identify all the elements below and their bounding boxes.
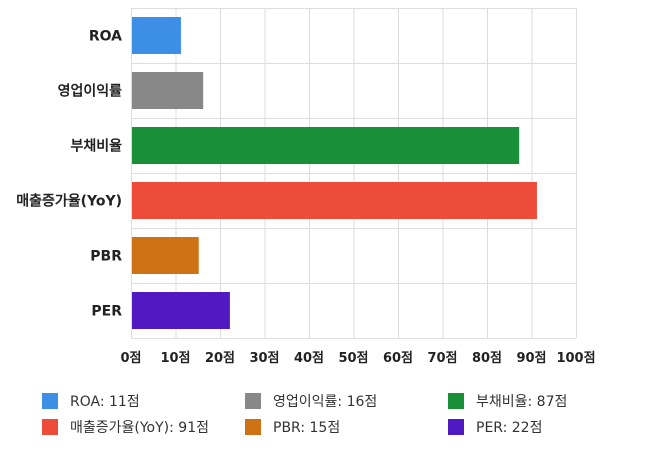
legend-swatch-1 xyxy=(245,393,261,409)
bar-3 xyxy=(132,182,537,219)
legend-label-2: 부채비율: 87점 xyxy=(476,394,567,410)
x-tick-label-4: 40점 xyxy=(294,351,324,366)
legend-item-2: 부채비율: 87점 xyxy=(448,393,567,410)
legend-label-5: PER: 22점 xyxy=(476,420,542,436)
x-tick-label-2: 20점 xyxy=(205,351,235,366)
category-label-3: 매출증가율(YoY) xyxy=(16,193,122,210)
x-tick-label-9: 90점 xyxy=(516,351,546,366)
legend-swatch-4 xyxy=(245,419,261,435)
grid-layer xyxy=(131,8,577,339)
x-tick-label-0: 0점 xyxy=(120,351,141,366)
legend-label-0: ROA: 11점 xyxy=(70,394,140,410)
x-tick-label-6: 60점 xyxy=(383,351,413,366)
bar-2 xyxy=(132,127,520,164)
legend-item-0: ROA: 11점 xyxy=(42,393,140,410)
legend-item-3: 매출증가율(YoY): 91점 xyxy=(42,419,209,436)
legend-swatch-5 xyxy=(448,419,464,435)
legend-label-3: 매출증가율(YoY): 91점 xyxy=(70,420,209,436)
x-tick-label-10: 100점 xyxy=(556,351,595,366)
legend-item-4: PBR: 15점 xyxy=(245,419,340,436)
bar-0 xyxy=(132,17,181,54)
x-tick-label-8: 80점 xyxy=(472,351,502,366)
x-tick-label-5: 50점 xyxy=(338,351,368,366)
bar-4 xyxy=(132,237,199,274)
bar-5 xyxy=(132,292,230,329)
x-tick-label-3: 30점 xyxy=(249,351,279,366)
bar-layer xyxy=(132,17,537,329)
bar-1 xyxy=(132,72,204,109)
x-tick-label-1: 10점 xyxy=(160,351,190,366)
x-tick-label-7: 70점 xyxy=(427,351,457,366)
legend-label-4: PBR: 15점 xyxy=(273,420,340,436)
category-label-2: 부채비율 xyxy=(70,138,122,155)
legend-item-5: PER: 22점 xyxy=(448,419,542,436)
legend-item-1: 영업이익률: 16점 xyxy=(245,393,377,410)
legend-swatch-3 xyxy=(42,419,58,435)
legend-label-1: 영업이익률: 16점 xyxy=(273,394,377,410)
legend-swatch-2 xyxy=(448,393,464,409)
category-label-4: PBR xyxy=(90,249,122,265)
category-label-5: PER xyxy=(91,304,122,320)
legend-swatch-0 xyxy=(42,393,58,409)
category-label-0: ROA xyxy=(89,29,122,45)
category-label-1: 영업이익률 xyxy=(58,83,123,100)
